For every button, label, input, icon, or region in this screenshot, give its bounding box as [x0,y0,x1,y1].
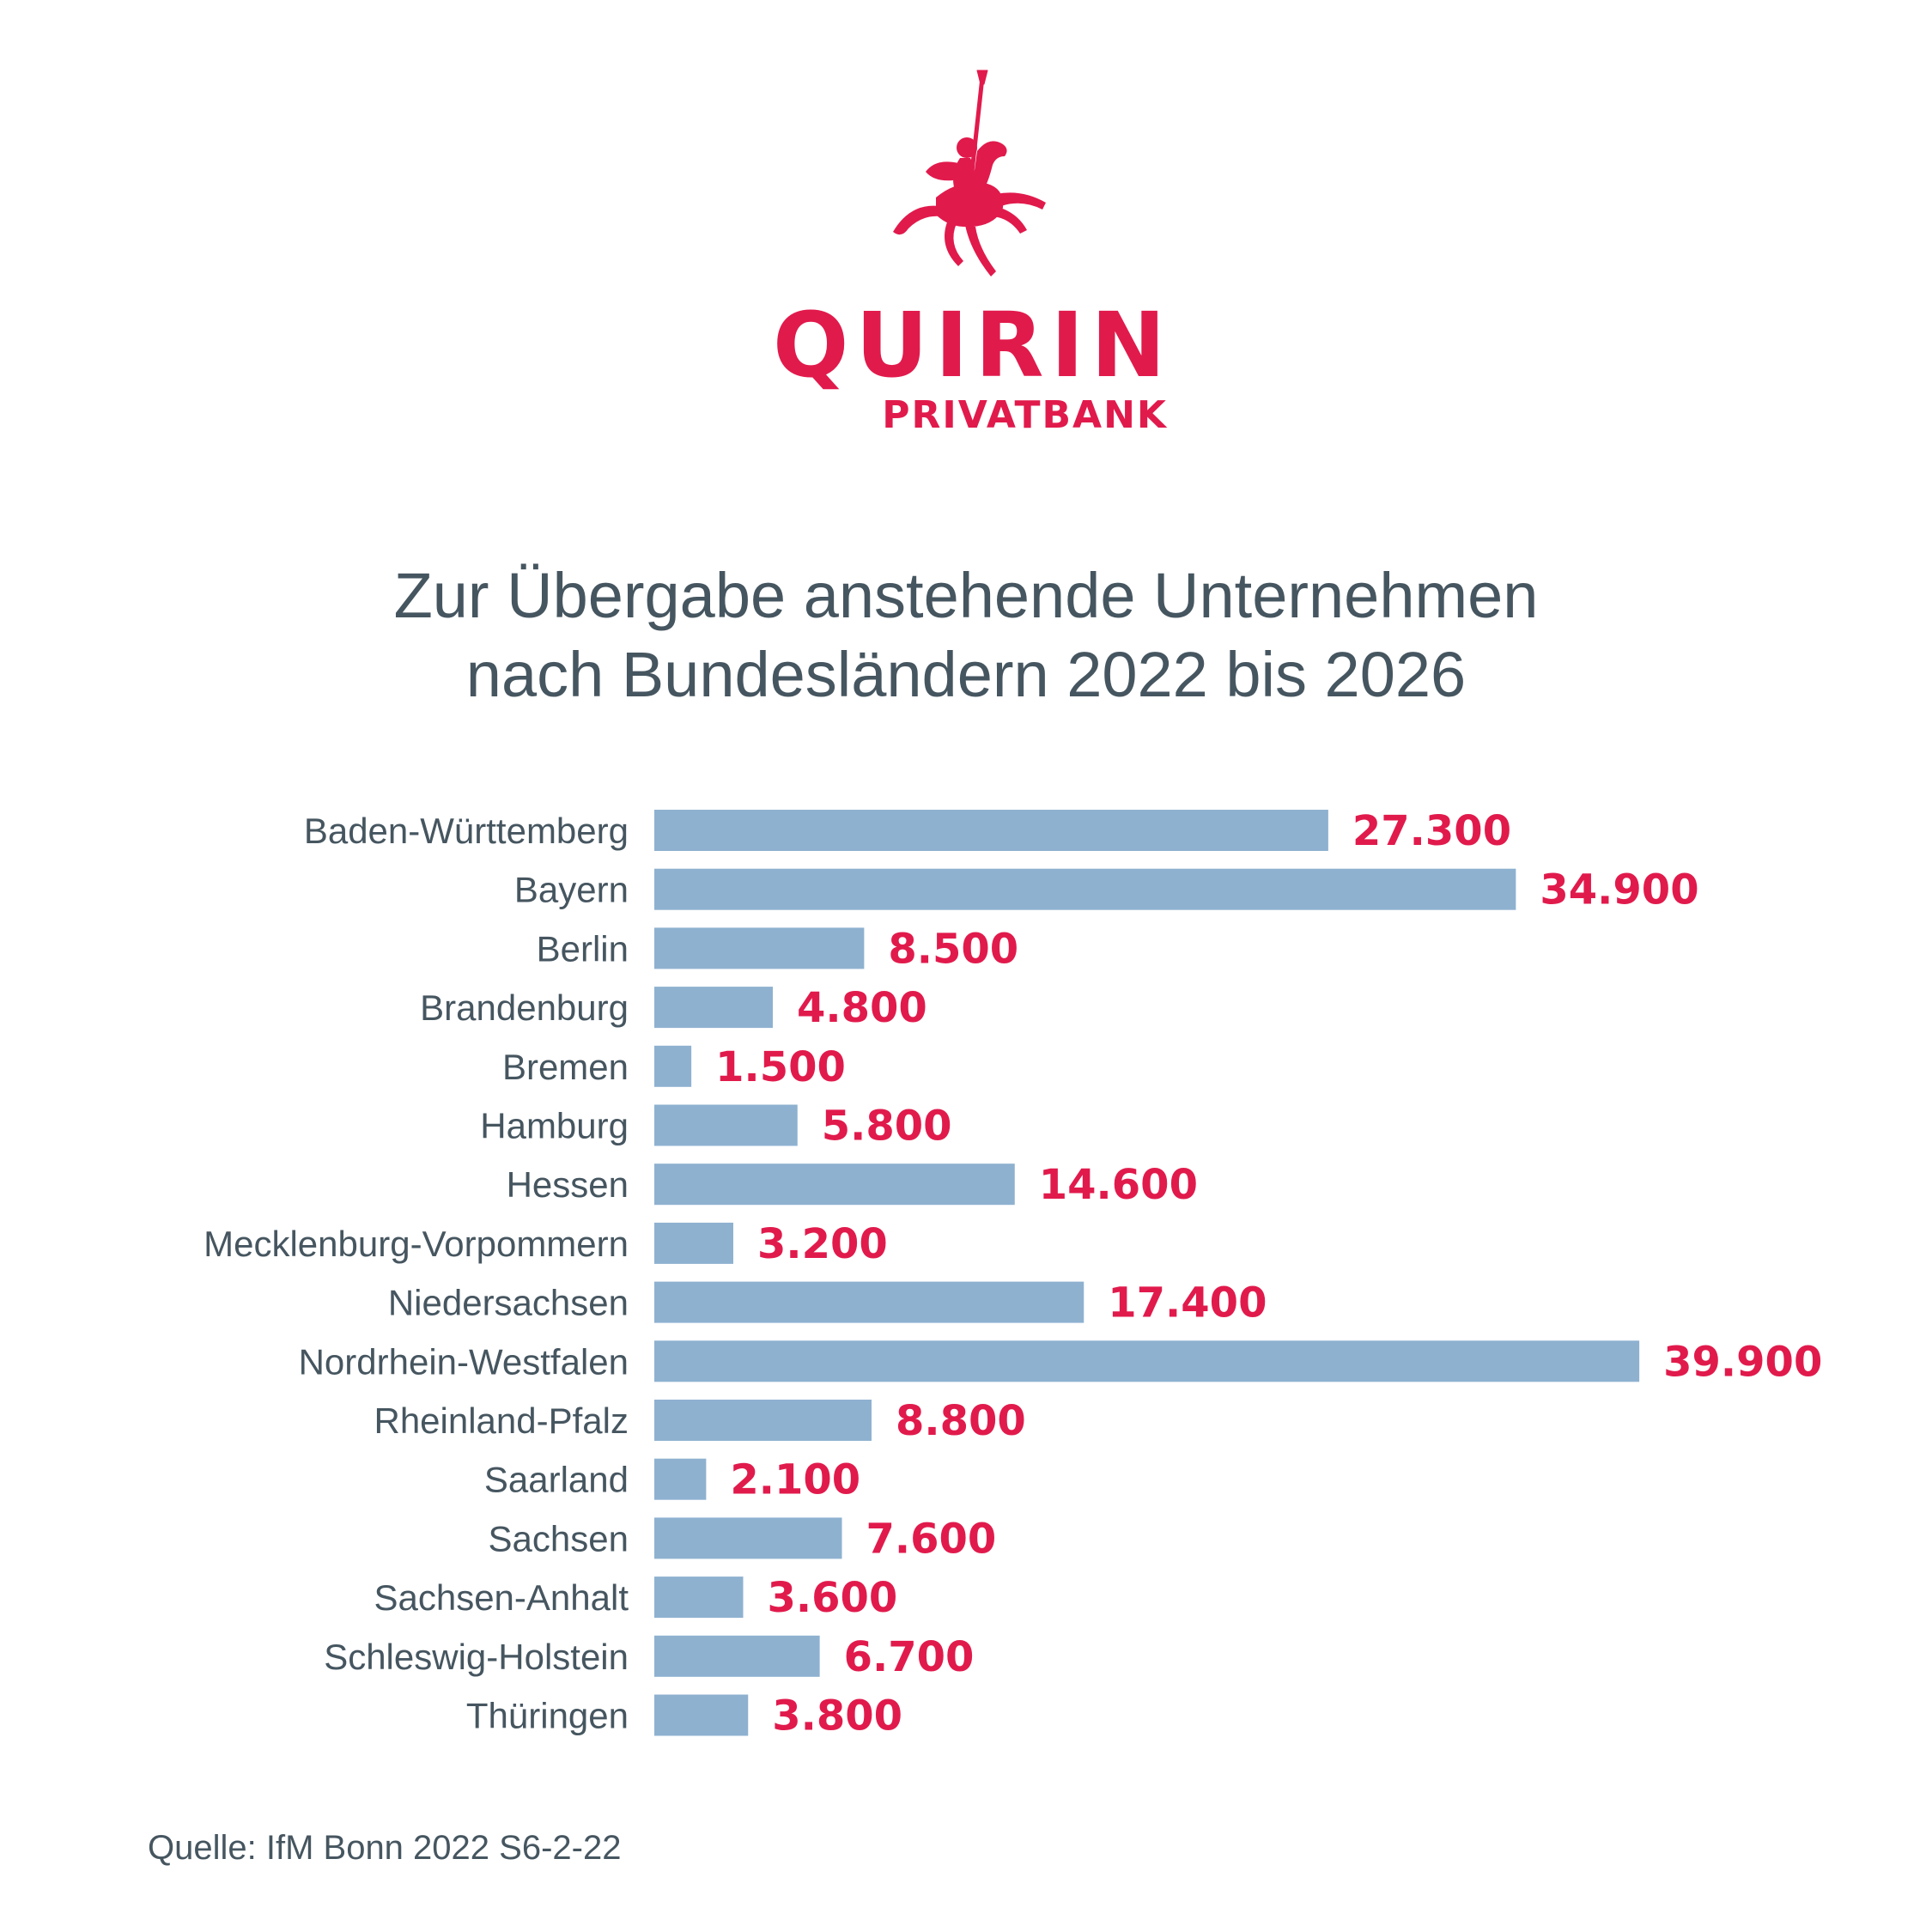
value-label: 6.700 [844,1633,975,1681]
bar [654,1045,692,1087]
bar [654,1340,1640,1382]
value-label: 8.500 [888,925,1018,973]
value-label: 27.300 [1352,807,1511,855]
source-note: Quelle: IfM Bonn 2022 S6-2-22 [148,1829,622,1867]
bar [654,1635,820,1677]
category-label: Bayern [514,870,629,910]
bar [654,1517,842,1559]
category-label: Hessen [507,1164,629,1205]
chart-title-line-1: Zur Übergabe anstehende Unternehmen [393,560,1539,631]
bar [654,1694,749,1736]
value-label: 34.900 [1540,866,1698,914]
category-label: Schleswig-Holstein [324,1637,629,1677]
category-label: Bremen [502,1047,629,1087]
chart-title: Zur Übergabe anstehende Unternehmen nach… [0,556,1932,714]
bar [654,1222,733,1264]
category-label: Niedersachsen [388,1283,629,1323]
brand-name: QUIRIN [773,293,1173,398]
value-label: 14.600 [1039,1161,1198,1209]
value-label: 1.500 [715,1043,846,1091]
bar [654,1458,707,1500]
brand-subname: PRIVATBANK [882,393,1168,437]
bar [654,927,865,969]
value-label: 8.800 [896,1397,1026,1445]
value-label: 2.100 [730,1456,860,1504]
category-label: Rheinland-Pfalz [374,1400,629,1441]
value-label: 5.800 [822,1103,952,1151]
bar [654,1577,744,1619]
category-label: Mecklenburg-Vorpommern [204,1224,629,1264]
bar [654,987,773,1029]
bar [654,810,1328,851]
category-label: Sachsen [489,1518,629,1558]
bar [654,1400,872,1441]
value-label: 39.900 [1663,1338,1822,1386]
category-label: Brandenburg [420,987,629,1028]
value-label: 3.800 [772,1692,902,1741]
value-label: 3.200 [757,1220,888,1268]
value-label: 4.800 [797,984,927,1032]
value-label: 17.400 [1108,1279,1267,1327]
knight-on-horse-icon [893,70,1046,276]
value-label: 7.600 [866,1515,997,1563]
value-label: 3.600 [768,1574,898,1622]
bar [654,868,1516,910]
category-label: Thüringen [466,1696,629,1736]
category-label: Sachsen-Anhalt [374,1577,629,1618]
category-label: Nordrhein-Westfalen [299,1341,629,1382]
chart-title-line-2: nach Bundesländern 2022 bis 2026 [465,639,1467,710]
bar [654,1104,798,1146]
category-label: Hamburg [480,1106,629,1146]
bar [654,1281,1084,1323]
category-label: Baden-Württemberg [304,811,629,851]
category-label: Berlin [537,928,629,969]
bar [654,1163,1015,1206]
category-label: Saarland [484,1460,629,1500]
brand-logo: QUIRIN PRIVATBANK [773,69,1168,438]
